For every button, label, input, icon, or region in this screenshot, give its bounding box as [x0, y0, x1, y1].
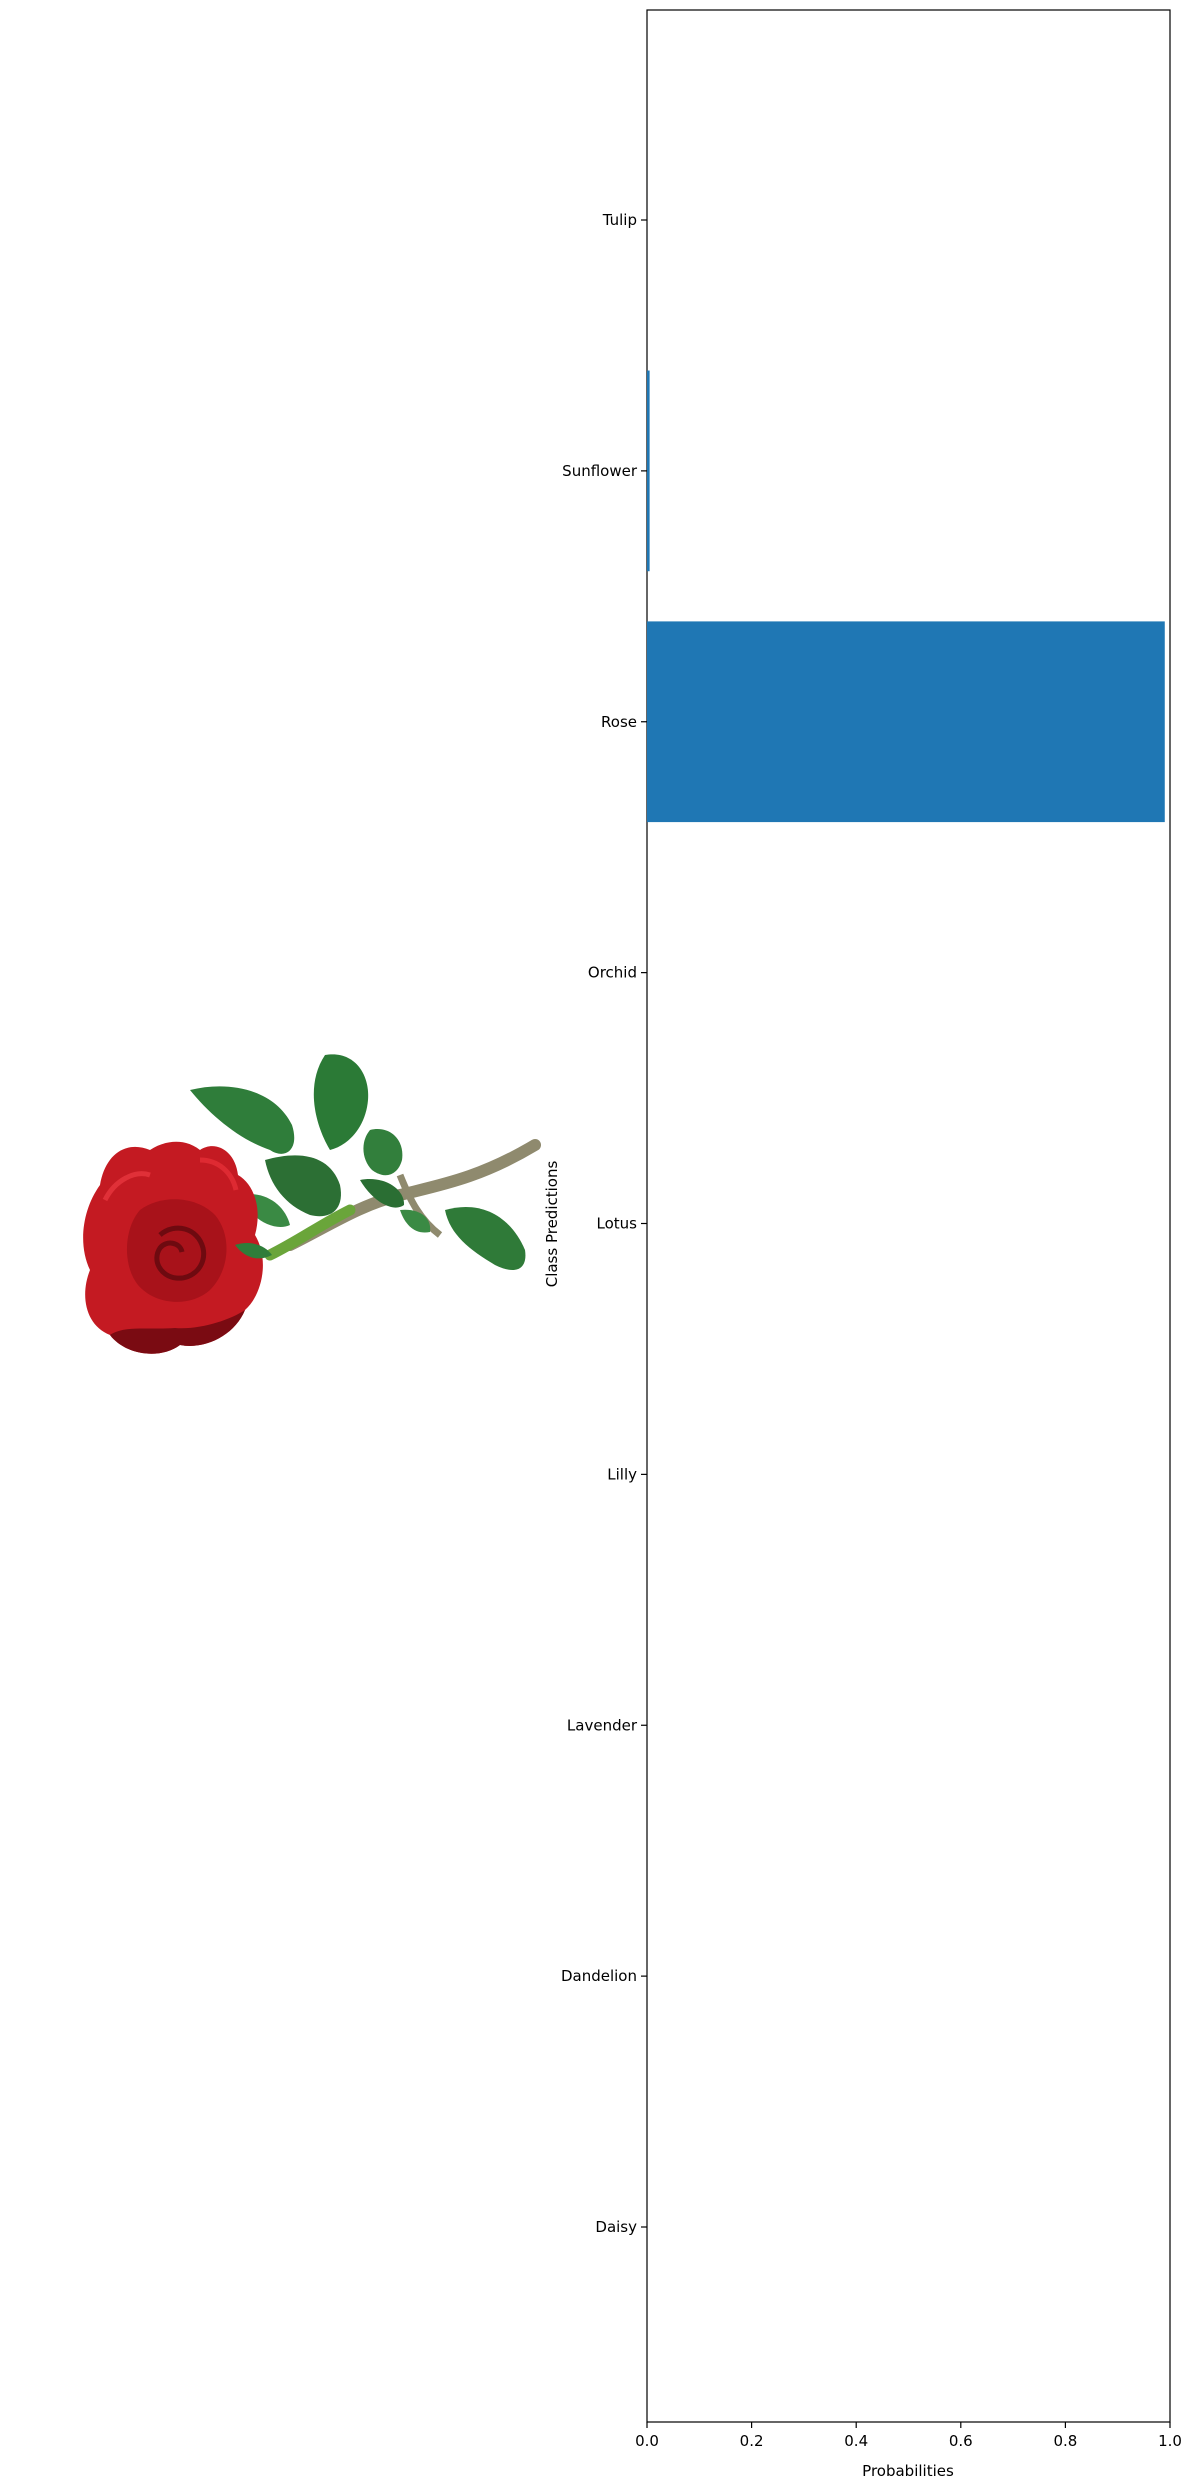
leaf	[190, 1086, 295, 1154]
leaf	[445, 1206, 526, 1270]
x-tick-label: 0.4	[844, 2432, 868, 2450]
y-tick-label: Orchid	[588, 964, 637, 982]
x-tick-label: 0.6	[949, 2432, 973, 2450]
y-tick-label: Lavender	[567, 1716, 638, 1734]
y-axis-label: Class Predictions	[543, 1161, 561, 1288]
y-tick-label: Rose	[601, 713, 637, 731]
y-tick-label: Lotus	[597, 1215, 638, 1233]
y-tick-label: Daisy	[595, 2218, 637, 2236]
rose-branch	[396, 1173, 443, 1238]
y-tick-label: Tulip	[602, 211, 637, 229]
y-axis-ticks: Daisy Dandelion Lavender Lilly Lotus Orchid Ro…	[561, 211, 647, 2236]
sepal	[235, 1243, 272, 1259]
x-tick-label: 0.8	[1053, 2432, 1077, 2450]
petal-highlight	[199, 1157, 239, 1191]
leaf	[313, 1054, 369, 1150]
petal-inner	[126, 1199, 227, 1302]
plot-area	[646, 9, 1171, 2423]
leaf	[363, 1129, 403, 1176]
leaf	[265, 1155, 341, 1217]
petal-shadow	[110, 1310, 245, 1354]
bars	[647, 370, 1165, 823]
bar-sunflower	[647, 370, 650, 572]
rose-photo	[83, 1054, 541, 1354]
x-tick-label: 1.0	[1158, 2432, 1182, 2450]
y-tick-label: Dandelion	[561, 1967, 637, 1985]
x-axis-label: Probabilities	[862, 2462, 954, 2480]
rose-stem-green	[264, 1204, 356, 1261]
y-tick-label: Lilly	[607, 1465, 637, 1483]
leaf	[400, 1209, 431, 1233]
petal-swirl	[154, 1225, 207, 1281]
x-tick-label: 0.0	[635, 2432, 659, 2450]
petal-highlight	[102, 1171, 151, 1202]
x-axis-ticks: 0.0 0.2 0.4 0.6 0.8 1.0	[635, 2422, 1182, 2450]
bar-rose	[647, 621, 1165, 823]
x-tick-label: 0.2	[740, 2432, 764, 2450]
leaf	[360, 1179, 405, 1208]
y-tick-label: Sunflower	[562, 462, 638, 480]
